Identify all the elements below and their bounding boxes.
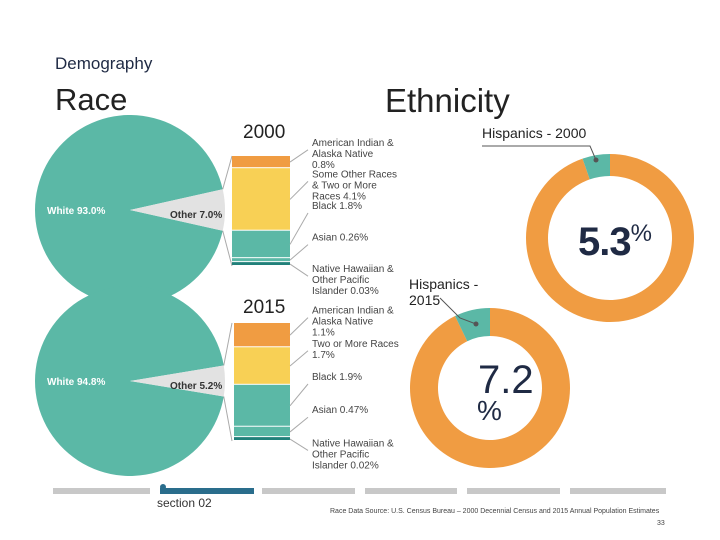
year-2015-label: 2015 [243, 297, 286, 318]
data-source-note: Race Data Source: U.S. Census Bureau – 2… [330, 508, 660, 515]
ethnicity-title: Ethnicity [385, 82, 510, 119]
pie-connector-bottom [222, 230, 233, 267]
hispanics-2000-percent: % [630, 220, 652, 247]
progress-segment [467, 488, 560, 494]
pie-label-white: White 94.8% [47, 377, 105, 388]
progress-segment [365, 488, 457, 494]
bar-label-connector [289, 181, 309, 200]
bar-segment [234, 323, 290, 347]
bar-segment [234, 347, 290, 384]
bar-segment-label: Some Other Races & Two or More Races 4.1% [312, 169, 397, 202]
progress-segment-active [160, 488, 254, 494]
pie-slice-white [35, 115, 223, 306]
donut-slice-hispanic [582, 154, 610, 180]
section-progress-bar [53, 484, 666, 494]
bar-segment-label: Black 1.8% [312, 201, 362, 212]
bar-label-connector [289, 263, 309, 277]
bar-label-connector [289, 149, 309, 163]
hispanics-2000-number: 5.3 [578, 220, 632, 264]
progress-segment [262, 488, 355, 494]
bar-label-connector [289, 416, 309, 433]
bar-label-connector [289, 438, 309, 451]
pie-slice-other [130, 365, 225, 397]
bar-segment-label: Native Hawaiian & Other Pacific Islander 0… [312, 438, 394, 471]
progress-segment [570, 488, 666, 494]
bar-label-connector [289, 350, 309, 367]
bar-segment-label: American Indian & Alaska Native 1.1% [312, 306, 394, 339]
bar-label-connector [289, 212, 309, 245]
pie-connector-top [222, 155, 233, 190]
race-2000-breakdown-bar [232, 156, 290, 265]
bar-segment-label: Native Hawaiian & Other Pacific Islander 0… [312, 264, 394, 297]
bar-label-connector [289, 383, 309, 407]
race-2000-pie: White 93.0% Other 7.0% [35, 115, 233, 306]
bar-segment-label: Two or More Races 1.7% [312, 339, 399, 361]
hispanics-2000-callout-dot [593, 157, 599, 163]
donut-slice-hispanic [455, 308, 490, 342]
bar-segment [234, 384, 290, 426]
bar-segment [234, 426, 290, 437]
pie-label-other: Other 7.0% [170, 210, 222, 221]
hispanics-2000-value: 5.3% [578, 220, 652, 265]
section-label: Demography [55, 54, 153, 73]
bar-segment [232, 258, 290, 262]
hispanics-2000-donut [526, 154, 695, 323]
progress-segment [53, 488, 150, 494]
pie-label-white: White 93.0% [47, 206, 105, 217]
bar-segment [232, 262, 290, 265]
race-2015-breakdown-labels: American Indian & Alaska Native 1.1%Two or… [289, 306, 399, 471]
pie-label-other: Other 5.2% [170, 381, 222, 392]
hispanics-2000-label: Hispanics - 2000 [482, 125, 587, 141]
bar-segment [232, 168, 290, 230]
bar-segment [234, 437, 290, 440]
section-footer-label: section 02 [157, 496, 212, 510]
race-2000-breakdown-labels: American Indian & Alaska Native 0.8%Some O… [289, 138, 397, 297]
hispanics-2015-callout-dot [473, 321, 479, 327]
bar-segment-label: Asian 0.26% [312, 233, 368, 244]
hispanics-2015-label: Hispanics - 2015 [409, 276, 479, 308]
year-2000-label: 2000 [243, 122, 286, 143]
pie-slice-white [35, 286, 224, 477]
page-number: 33 [657, 520, 665, 527]
hispanics-2015-callout [439, 297, 477, 325]
race-2015-breakdown-bar [234, 323, 290, 440]
pie-connector-top [223, 322, 233, 366]
hispanics-2000-callout [482, 145, 597, 161]
hispanics-2015-number: 7.2 [478, 358, 534, 402]
bar-label-connector [289, 317, 309, 336]
bar-segment-label: Asian 0.47% [312, 405, 368, 416]
donut-slice-non-hispanic [409, 308, 570, 469]
hispanics-2015-percent: % [477, 395, 502, 426]
progress-marker [160, 484, 166, 490]
race-title: Race [55, 82, 128, 117]
bar-label-connector [289, 244, 309, 261]
race-2015-pie: White 94.8% Other 5.2% [35, 286, 233, 477]
pie-slice-other [130, 189, 225, 231]
bar-segment-label: Black 1.9% [312, 372, 362, 383]
bar-segment [232, 230, 290, 258]
bar-segment [232, 156, 290, 168]
bar-segment-label: American Indian & Alaska Native 0.8% [312, 138, 394, 171]
pie-connector-bottom [223, 396, 233, 442]
hispanics-2015-donut [409, 308, 570, 469]
